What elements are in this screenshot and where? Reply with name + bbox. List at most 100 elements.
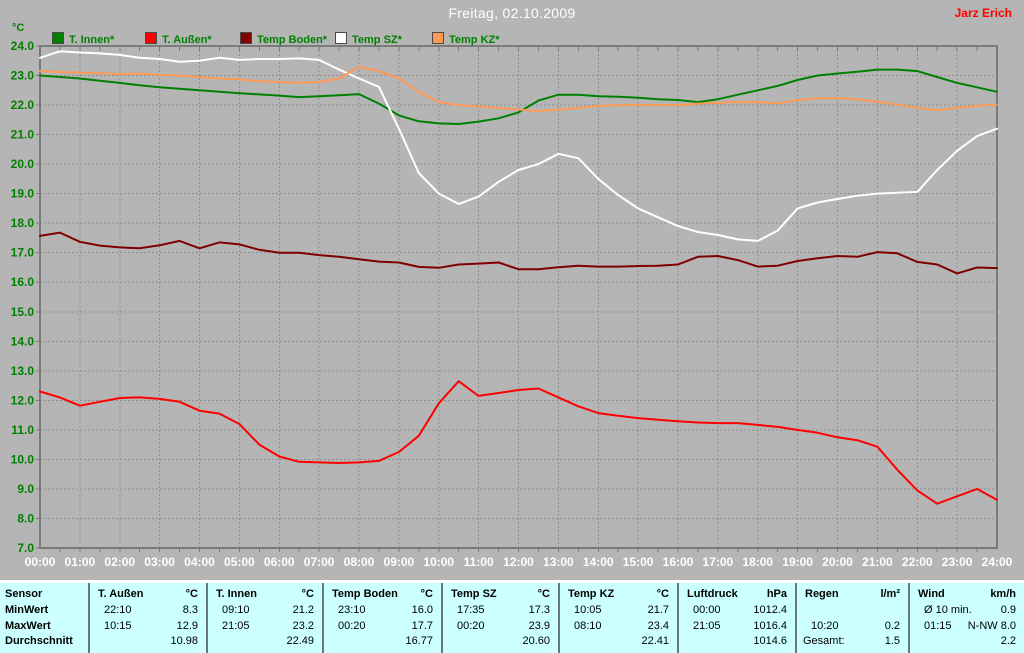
row-header-label: MinWert: [5, 604, 49, 616]
max-time-cell: 00:20: [457, 620, 485, 632]
x-tick-label: 13:00: [543, 555, 574, 569]
sensor-unit: °C: [301, 588, 314, 600]
sensor-unit: hPa: [766, 588, 787, 600]
series-color-chip: [52, 32, 64, 44]
sensor-name: Temp KZ: [568, 588, 615, 600]
max-time-cell: 10:15: [104, 620, 132, 632]
max-value-cell: 1016.4: [753, 620, 787, 632]
y-tick-label: 13.0: [11, 364, 35, 378]
sensor-stats-table: Sensor MinWert MaxWert Durchschnitt T. Außen…: [0, 580, 1024, 653]
series-line-3: [39, 50, 998, 242]
legend-item-t-aussen[interactable]: T. Außen*: [145, 30, 212, 46]
table-row: 17:35 17.3: [443, 603, 558, 618]
min-time-cell: 00:00: [693, 604, 721, 616]
min-value-cell: 0.9: [1000, 604, 1016, 616]
legend-item-temp-kz[interactable]: Temp KZ*: [432, 30, 500, 46]
y-tick-label: 9.0: [17, 482, 34, 496]
y-tick-label: 7.0: [17, 541, 34, 555]
sensor-name: Temp SZ: [451, 588, 497, 600]
author-label: Jarz Erich: [954, 6, 1012, 20]
table-row: Regen l/m²: [797, 587, 908, 602]
sensor-name: T. Außen: [98, 588, 144, 600]
table-row: 22.41: [560, 634, 677, 649]
min-time-cell: 22:10: [104, 604, 132, 616]
sensor-unit: °C: [185, 588, 198, 600]
max-time-cell: 21:05: [693, 620, 721, 632]
y-tick-label: 10.0: [11, 452, 35, 466]
max-time-cell: 10:20: [811, 620, 839, 632]
max-value-cell: 12.9: [176, 620, 198, 632]
table-row-header-column: Sensor MinWert MaxWert Durchschnitt: [0, 583, 88, 653]
table-row: 10:20 0.2: [797, 619, 908, 634]
legend-item-t-innen[interactable]: T. Innen*: [52, 30, 115, 46]
table-row: 21:05 1016.4: [679, 619, 795, 634]
series-color-chip: [335, 32, 347, 44]
table-row: Sensor: [0, 587, 88, 602]
x-tick-label: 08:00: [344, 555, 375, 569]
legend-label: T. Außen*: [162, 34, 212, 46]
max-time-cell: 21:05: [222, 620, 250, 632]
table-row: T. Außen °C: [90, 587, 206, 602]
min-time-cell: 10:05: [574, 604, 602, 616]
x-tick-label: 15:00: [623, 555, 654, 569]
y-tick-label: 8.0: [17, 511, 34, 525]
x-tick-label: 21:00: [862, 555, 893, 569]
x-tick-label: 14:00: [583, 555, 614, 569]
sensor-name: Temp Boden: [332, 588, 398, 600]
table-row: 09:10 21.2: [208, 603, 322, 618]
table-row: 22:10 8.3: [90, 603, 206, 618]
min-time-cell: Ø 10 min.: [924, 604, 972, 616]
min-time-cell: 17:35: [457, 604, 485, 616]
x-tick-label: 11:00: [464, 555, 494, 569]
sensor-name: Regen: [805, 588, 839, 600]
series-color-chip: [240, 32, 252, 44]
sensor-column-temp-sz: Temp SZ °C 17:35 17.3 00:20 23.9 20.60: [441, 583, 558, 653]
table-row: 00:20 17.7: [324, 619, 441, 634]
series-color-chip: [432, 32, 444, 44]
max-value-cell: 23.2: [292, 620, 314, 632]
temperature-chart: 24.0 23.0 22.0 21.0 20.0 19.0 18.0 17.0 16.0 15.0…: [11, 39, 1013, 569]
y-tick-label: 15.0: [11, 305, 35, 319]
x-tick-label: 22:00: [902, 555, 933, 569]
legend-item-temp-boden[interactable]: Temp Boden*: [240, 30, 327, 46]
y-tick-label: 20.0: [11, 157, 35, 171]
table-row: Luftdruck hPa: [679, 587, 795, 602]
legend-label: T. Innen*: [69, 34, 115, 46]
table-row: 2.2: [910, 634, 1024, 649]
plot-frame: [39, 45, 998, 549]
x-tick-label: 10:00: [423, 555, 454, 569]
x-tick-label: 04:00: [184, 555, 215, 569]
y-tick-label: 24.0: [11, 39, 35, 53]
series-line-1: [39, 380, 998, 505]
table-row: Ø 10 min. 0.9: [910, 603, 1024, 618]
row-header-label: MaxWert: [5, 620, 51, 632]
min-value-cell: 16.0: [411, 604, 433, 616]
table-row: [797, 603, 908, 618]
x-tick-label: 09:00: [384, 555, 415, 569]
sensor-column-t-au-en: T. Außen °C 22:10 8.3 10:15 12.9 10.98: [88, 583, 206, 653]
table-row: Temp KZ °C: [560, 587, 677, 602]
sensor-unit: °C: [656, 588, 669, 600]
x-tick-label: 00:00: [25, 555, 56, 569]
table-row: 1014.6: [679, 634, 795, 649]
legend-label: Temp SZ*: [352, 34, 402, 46]
max-value-cell: 0.2: [884, 620, 900, 632]
x-tick-label: 20:00: [822, 555, 853, 569]
sensor-unit: °C: [537, 588, 550, 600]
x-tick-label: 05:00: [224, 555, 255, 569]
avg-value-cell: 22.49: [286, 635, 314, 647]
sensor-name: Wind: [918, 588, 945, 600]
page-title: Freitag, 02.10.2009: [448, 5, 576, 21]
table-row: MaxWert: [0, 619, 88, 634]
sensor-column-temp-kz: Temp KZ °C 10:05 21.7 08:10 23.4 22.41: [558, 583, 677, 653]
x-tick-label: 01:00: [65, 555, 96, 569]
series-line-0: [39, 68, 998, 125]
y-tick-label: 11.0: [11, 423, 34, 437]
y-tick-label: 21.0: [11, 128, 35, 142]
x-tick-label: 03:00: [144, 555, 175, 569]
sensor-name: T. Innen: [216, 588, 257, 600]
legend-item-temp-sz[interactable]: Temp SZ*: [335, 30, 402, 46]
row-header-label: Sensor: [5, 588, 43, 600]
min-value-cell: 8.3: [182, 604, 198, 616]
max-value-cell: 23.4: [647, 620, 669, 632]
